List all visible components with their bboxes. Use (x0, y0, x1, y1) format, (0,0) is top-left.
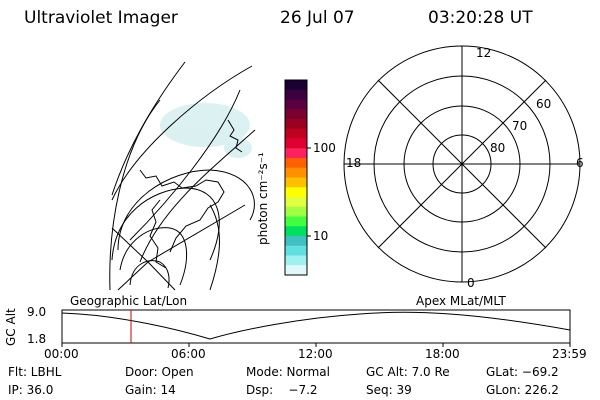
colorbar-segment (285, 226, 307, 237)
colorbar-segment (285, 236, 307, 247)
colorbar-segment (285, 109, 307, 120)
info-flt: Flt: LBHL (8, 365, 62, 379)
colorbar-segment (285, 138, 307, 149)
aurora-emission (160, 103, 252, 158)
polar-diag-2 (377, 79, 547, 249)
info-ip: IP: 36.0 (8, 383, 54, 397)
colorbar-segment (285, 187, 307, 198)
info-door: Door: Open (125, 365, 194, 379)
timeline-ytick-bottom: 1.8 (27, 332, 47, 346)
timeline-ylabel: GC Alt (4, 308, 18, 346)
mlat-label-60: 60 (536, 97, 552, 111)
time-label: 03:20:28 UT (428, 8, 533, 28)
timeline-xtick-label-0: 00:00 (44, 347, 79, 361)
timeline-ytick-top: 9.0 (27, 305, 47, 319)
mlt-label-0: 0 (467, 276, 475, 290)
colorbar-segment (285, 245, 307, 256)
colorbar-segment (285, 158, 307, 169)
timeline-xtick-label-2: 12:00 (298, 347, 333, 361)
colorbar-segment (285, 128, 307, 139)
colorbar-segment (285, 216, 307, 227)
colorbar-segment (285, 206, 307, 217)
colorbar-segment (285, 99, 307, 110)
info-mode: Mode: Normal (246, 365, 330, 379)
mlat-label-80: 80 (490, 141, 506, 155)
colorbar-segment (285, 80, 307, 91)
timeline-xtick-label-3: 18:00 (425, 347, 460, 361)
polar-plot (343, 45, 581, 283)
mlat-label-70: 70 (512, 119, 528, 133)
geographic-map (109, 61, 256, 291)
apex-panel-label: Apex MLat/MLT (416, 294, 506, 308)
colorbar-segment (285, 197, 307, 208)
info-gcalt: GC Alt: 7.0 Re (366, 365, 450, 379)
altitude-timeline (61, 309, 571, 347)
info-glat: GLat: −69.2 (486, 365, 559, 379)
info-gain: Gain: 14 (125, 383, 176, 397)
colorbar-label-10: 10 (313, 229, 329, 243)
colorbar-segment (285, 119, 307, 130)
mlt-label-12: 12 (476, 46, 492, 60)
colorbar-segment (285, 265, 307, 276)
geographic-panel-label: Geographic Lat/Lon (70, 294, 188, 308)
colorbar-segment (285, 89, 307, 100)
colorbar-label-100: 100 (313, 141, 336, 155)
colorbar-segment (285, 177, 307, 188)
colorbar-segment (285, 148, 307, 159)
info-dsp: Dsp: −7.2 (246, 383, 318, 397)
colorbar-unit-label: photon cm⁻²s⁻¹ (256, 152, 270, 245)
info-seq: Seq: 39 (366, 383, 412, 397)
instrument-title: Ultraviolet Imager (24, 8, 178, 28)
date-label: 26 Jul 07 (280, 8, 355, 28)
timeline-xtick-label-4: 23:59 (552, 347, 587, 361)
colorbar (285, 80, 307, 276)
timeline-xtick-label-1: 06:00 (171, 347, 206, 361)
mlt-label-6: 6 (576, 156, 584, 170)
colorbar-segment (285, 167, 307, 178)
colorbar-frame (284, 79, 308, 276)
altitude-curve (61, 311, 571, 340)
colorbar-segment (285, 255, 307, 266)
mlt-label-18: 18 (346, 156, 362, 170)
info-glon: GLon: 226.2 (486, 383, 559, 397)
